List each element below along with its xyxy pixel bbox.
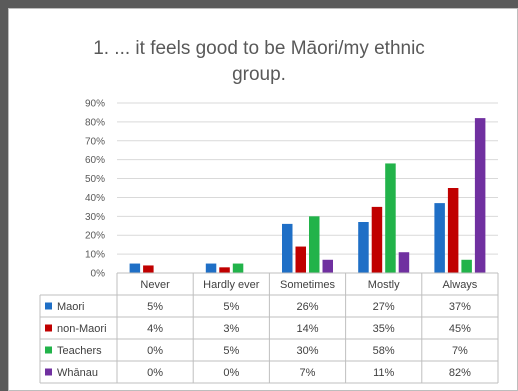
data-label: 7% xyxy=(300,367,316,379)
bar xyxy=(282,223,293,273)
y-tick-label: 70% xyxy=(85,136,105,147)
data-label: 5% xyxy=(223,345,239,357)
bar xyxy=(129,263,141,273)
y-tick-label: 60% xyxy=(85,155,105,166)
chart-title-line-1: 1. ... it feels good to be Māori/my ethn… xyxy=(93,38,425,59)
bar xyxy=(447,188,459,273)
data-label: 26% xyxy=(296,301,318,313)
bar xyxy=(219,267,230,273)
category-label: Hardly ever xyxy=(203,279,260,291)
chart-title-line-2: group. xyxy=(232,64,286,85)
chart-frame xyxy=(8,8,518,391)
data-label: 4% xyxy=(147,323,163,335)
data-label: 82% xyxy=(449,367,471,379)
data-label: 35% xyxy=(373,323,395,335)
bar xyxy=(232,263,244,273)
y-tick-label: 40% xyxy=(85,193,105,204)
bar xyxy=(434,203,445,273)
bar xyxy=(295,246,306,273)
y-tick-label: 30% xyxy=(85,212,105,223)
series-name: Maori xyxy=(57,301,85,313)
bar xyxy=(398,252,410,273)
data-label: 27% xyxy=(373,301,395,313)
y-tick-label: 20% xyxy=(85,231,105,242)
bar xyxy=(143,265,154,273)
legend-key xyxy=(45,346,52,354)
bar xyxy=(322,259,333,273)
bar xyxy=(205,263,217,273)
data-label: 3% xyxy=(223,323,239,335)
category-label: Sometimes xyxy=(280,279,336,291)
data-label: 37% xyxy=(449,301,471,313)
bar xyxy=(309,216,320,273)
y-tick-label: 0% xyxy=(91,269,106,280)
legend-key xyxy=(45,324,52,332)
category-label: Always xyxy=(442,279,477,291)
bar xyxy=(461,259,472,273)
series-name: Whānau xyxy=(57,367,98,379)
bar xyxy=(358,222,369,273)
y-tick-label: 90% xyxy=(85,99,105,110)
data-label: 14% xyxy=(296,323,318,335)
series-name: Teachers xyxy=(57,345,102,357)
bar xyxy=(385,163,396,273)
data-label: 0% xyxy=(223,367,239,379)
y-tick-label: 80% xyxy=(85,117,105,128)
data-label: 5% xyxy=(223,301,239,313)
series-name: non-Maori xyxy=(57,323,107,335)
category-label: Mostly xyxy=(368,279,400,291)
data-label: 7% xyxy=(452,345,468,357)
legend-key xyxy=(45,368,52,376)
data-label: 11% xyxy=(373,367,394,379)
bar xyxy=(371,206,383,273)
data-label: 0% xyxy=(147,367,163,379)
data-label: 30% xyxy=(296,345,318,357)
bar xyxy=(474,118,486,273)
data-label: 58% xyxy=(373,345,395,357)
data-label: 45% xyxy=(449,323,471,335)
data-label: 5% xyxy=(147,301,163,313)
y-tick-label: 10% xyxy=(85,250,105,261)
y-tick-label: 50% xyxy=(85,174,105,185)
data-label: 0% xyxy=(147,345,163,357)
legend-key xyxy=(45,302,52,310)
category-label: Never xyxy=(140,279,170,291)
